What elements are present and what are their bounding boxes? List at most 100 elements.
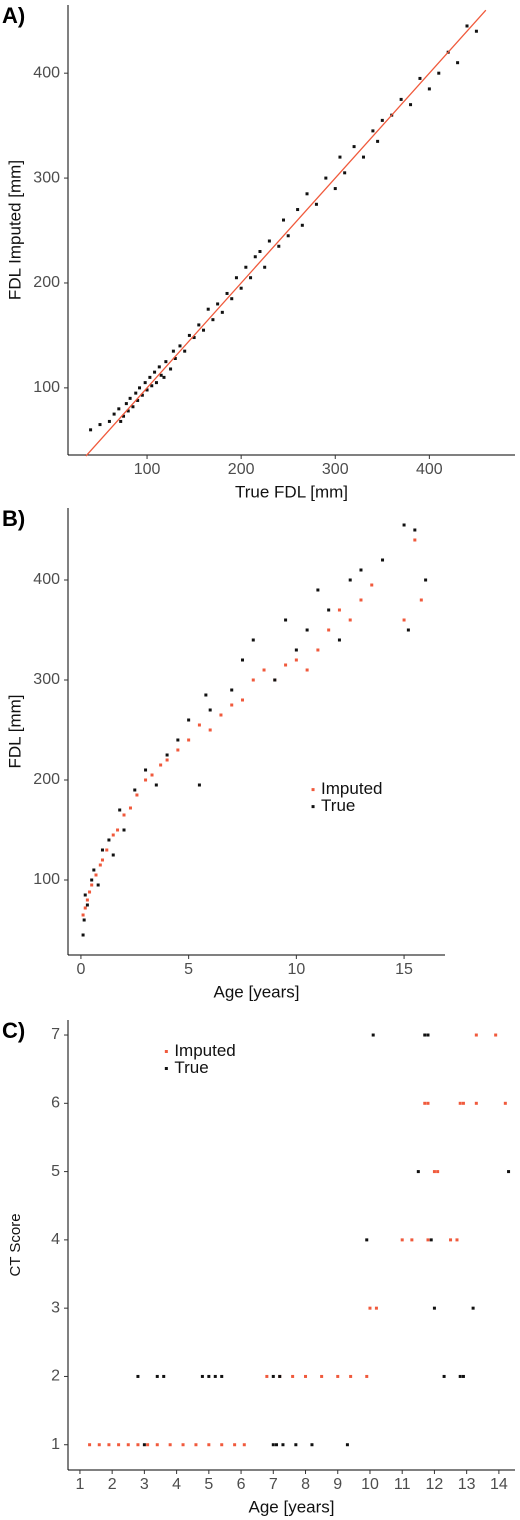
point <box>336 1374 340 1378</box>
point <box>240 658 244 662</box>
point <box>456 61 460 65</box>
point <box>85 898 89 902</box>
point <box>178 344 182 348</box>
point <box>100 858 104 862</box>
point <box>204 693 208 697</box>
point <box>429 1238 433 1242</box>
y-tick-label: 3 <box>51 1299 60 1316</box>
point <box>376 139 380 143</box>
point <box>436 1170 440 1174</box>
y-tick-label: 200 <box>33 274 60 291</box>
x-tick-label: 10 <box>287 961 305 978</box>
point <box>122 813 126 817</box>
x-tick-label: 100 <box>134 461 161 478</box>
point <box>169 367 173 371</box>
point <box>148 375 152 379</box>
point <box>168 1443 172 1447</box>
point <box>413 538 417 542</box>
point <box>136 1374 140 1378</box>
point <box>143 381 147 385</box>
point <box>88 890 92 894</box>
point <box>144 778 148 782</box>
legend-key <box>164 1050 168 1053</box>
point <box>197 323 201 327</box>
point <box>83 906 87 910</box>
point <box>291 1374 295 1378</box>
point <box>310 1443 314 1447</box>
point <box>96 883 100 887</box>
point <box>220 1374 224 1378</box>
point <box>294 658 298 662</box>
x-tick-label: 11 <box>394 1476 411 1493</box>
point <box>176 748 180 752</box>
point <box>348 618 352 622</box>
x-tick-label: 400 <box>416 461 443 478</box>
point <box>333 187 337 191</box>
y-tick-label: 4 <box>51 1231 60 1248</box>
x-tick-label: 7 <box>269 1476 278 1493</box>
point <box>338 155 342 159</box>
y-axis-title: FDL Imputed [mm] <box>5 160 24 300</box>
point <box>458 1374 462 1378</box>
point <box>432 1306 436 1310</box>
point <box>219 713 223 717</box>
y-tick-label: 7 <box>51 1026 60 1043</box>
point <box>119 419 123 423</box>
point <box>244 265 248 269</box>
point <box>286 234 290 238</box>
panel-label: C) <box>2 1018 25 1043</box>
point <box>305 628 309 632</box>
point <box>426 1101 430 1105</box>
point <box>409 103 413 107</box>
y-axis-title: FDL [mm] <box>5 695 24 769</box>
y-tick-label: 1 <box>51 1436 60 1453</box>
point <box>211 318 215 322</box>
point <box>155 1374 159 1378</box>
point <box>128 806 132 810</box>
point <box>263 265 267 269</box>
legend-key <box>311 805 315 809</box>
point <box>98 863 102 867</box>
legend-label: True <box>321 796 355 815</box>
point <box>278 1374 282 1378</box>
point <box>230 297 234 301</box>
point <box>159 763 163 767</box>
point <box>118 808 122 812</box>
point <box>304 1374 308 1378</box>
point <box>111 833 115 837</box>
point <box>230 688 234 692</box>
y-tick-label: 2 <box>51 1368 60 1385</box>
legend-label: Imputed <box>174 1041 235 1060</box>
point <box>416 1170 420 1174</box>
point <box>413 528 417 532</box>
point <box>83 893 87 897</box>
x-tick-label: 4 <box>172 1476 181 1493</box>
point <box>165 758 169 762</box>
point <box>220 1443 224 1447</box>
point <box>427 87 431 91</box>
point <box>97 1443 101 1447</box>
x-tick-label: 9 <box>333 1476 342 1493</box>
point <box>197 783 201 787</box>
point <box>154 381 158 385</box>
point <box>220 310 224 314</box>
point <box>316 648 320 652</box>
legend-label: True <box>174 1058 208 1077</box>
point <box>432 1170 436 1174</box>
point <box>234 276 238 280</box>
point <box>370 583 374 587</box>
point <box>419 598 423 602</box>
legend-key <box>164 1067 168 1070</box>
point <box>258 250 262 254</box>
point <box>155 1443 159 1447</box>
point <box>320 1374 324 1378</box>
point <box>89 428 93 432</box>
point <box>305 668 309 672</box>
y-tick-label: 300 <box>33 169 60 186</box>
point <box>251 678 255 682</box>
point <box>82 918 86 922</box>
point <box>305 192 309 196</box>
point <box>92 868 96 872</box>
point <box>117 407 121 411</box>
point <box>240 698 244 702</box>
